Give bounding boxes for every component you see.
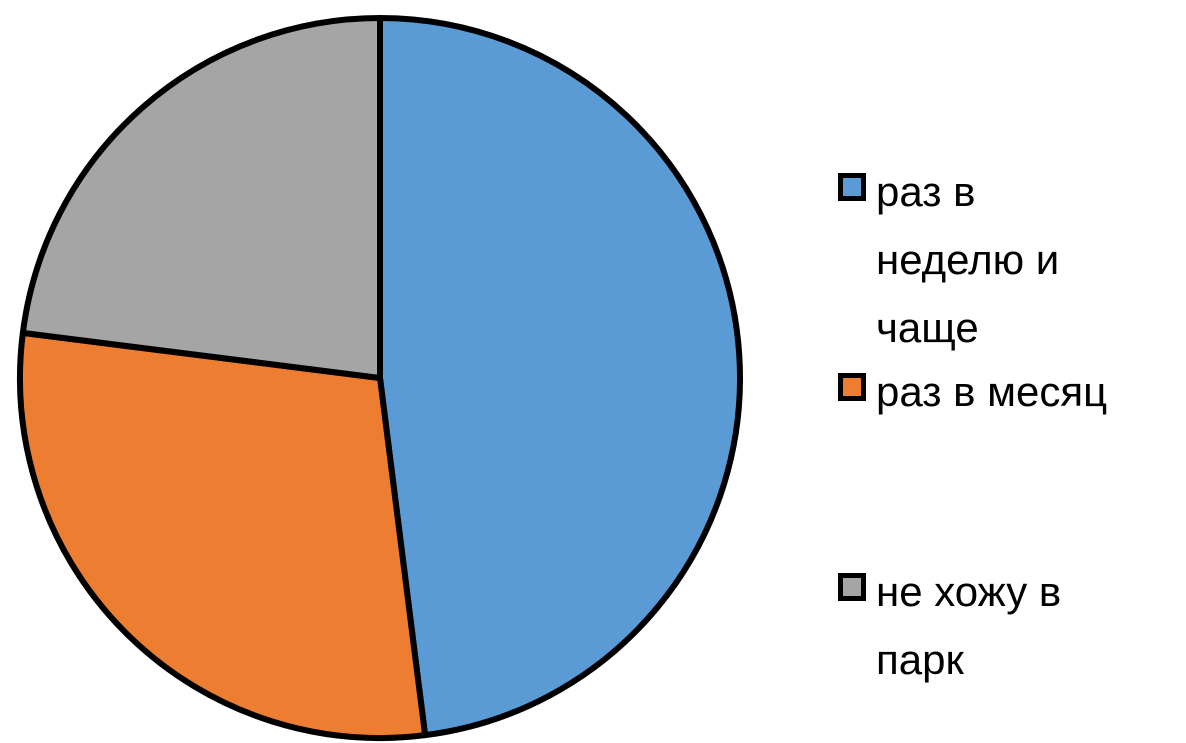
legend-item: не хожу в парк [838, 558, 1128, 694]
pie-slice [17, 329, 429, 741]
legend-item: раз в месяц [838, 358, 1128, 426]
pie-slice [377, 15, 743, 739]
legend-swatch [838, 373, 866, 401]
legend-label: раз в неделю и чаще [876, 168, 1060, 351]
legend-swatch [838, 173, 866, 201]
pie-slice [19, 15, 383, 381]
chart [17, 15, 743, 741]
legend-swatch [838, 573, 866, 601]
legend-label: раз в месяц [876, 368, 1108, 415]
legend-item: раз в неделю и чаще [838, 158, 1128, 362]
legend-label: не хожу в парк [876, 568, 1062, 683]
